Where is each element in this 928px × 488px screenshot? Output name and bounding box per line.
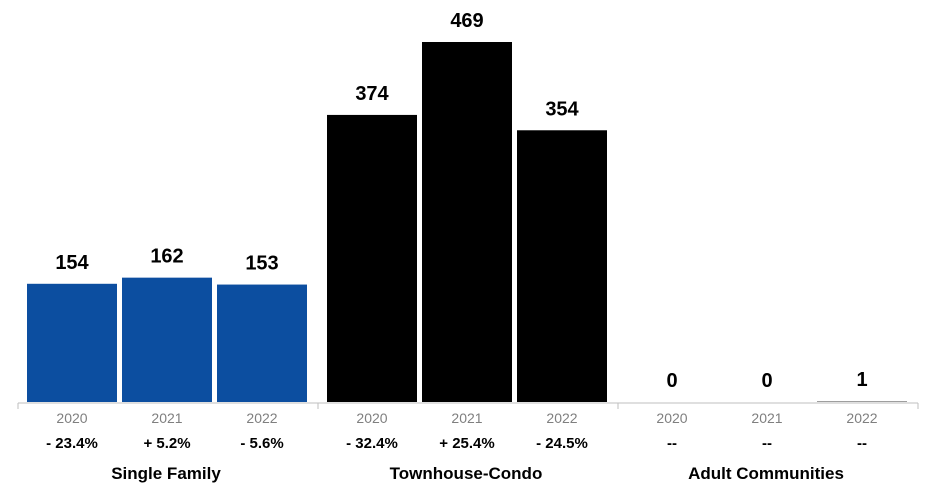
- year-tick-label: 2022: [546, 410, 577, 426]
- change-label: - 32.4%: [346, 435, 398, 452]
- data-label: 154: [55, 252, 89, 274]
- year-tick-label: 2020: [356, 410, 387, 426]
- change-label: --: [762, 435, 772, 452]
- data-label: 0: [761, 370, 772, 392]
- bar: [217, 284, 307, 402]
- data-label: 354: [545, 98, 579, 120]
- bar: [517, 130, 607, 402]
- bar: [27, 283, 117, 402]
- change-label: - 24.5%: [536, 435, 588, 452]
- change-label: --: [857, 435, 867, 452]
- data-label: 162: [150, 246, 183, 268]
- year-tick-label: 2021: [751, 410, 782, 426]
- change-label: - 5.6%: [240, 435, 283, 452]
- category-label: Townhouse-Condo: [390, 464, 543, 483]
- change-label: + 25.4%: [439, 435, 494, 452]
- year-tick-label: 2022: [846, 410, 877, 426]
- year-tick-label: 2020: [56, 410, 87, 426]
- data-label: 1: [856, 369, 867, 391]
- change-label: --: [667, 435, 677, 452]
- bar: [327, 114, 417, 402]
- year-tick-label: 2021: [451, 410, 482, 426]
- labels: 154 2020 - 23.4% 162 2021 + 5.2% 153 2022 - 5.6%…: [46, 10, 878, 483]
- bar: [422, 42, 512, 402]
- data-label: 0: [666, 370, 677, 392]
- year-tick-label: 2022: [246, 410, 277, 426]
- year-tick-label: 2020: [656, 410, 687, 426]
- year-tick-label: 2021: [151, 410, 182, 426]
- category-label: Adult Communities: [688, 464, 844, 483]
- data-label: 469: [450, 10, 483, 32]
- data-label: 153: [245, 253, 278, 275]
- bars: [27, 42, 907, 402]
- change-label: + 5.2%: [143, 435, 190, 452]
- data-label: 374: [355, 83, 389, 105]
- bar: [122, 277, 212, 402]
- category-label: Single Family: [111, 464, 221, 483]
- change-label: - 23.4%: [46, 435, 98, 452]
- bar: [817, 401, 907, 402]
- axis-ticks: [17, 403, 919, 409]
